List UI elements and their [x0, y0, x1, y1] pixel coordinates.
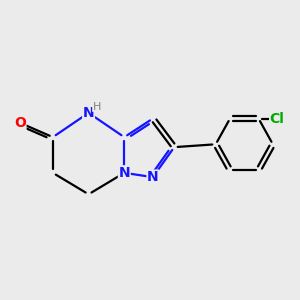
Text: Cl: Cl	[270, 112, 285, 126]
Text: N: N	[83, 106, 94, 120]
Text: N: N	[118, 166, 130, 180]
Text: H: H	[92, 102, 101, 112]
Text: N: N	[147, 170, 159, 184]
Text: O: O	[14, 116, 26, 130]
